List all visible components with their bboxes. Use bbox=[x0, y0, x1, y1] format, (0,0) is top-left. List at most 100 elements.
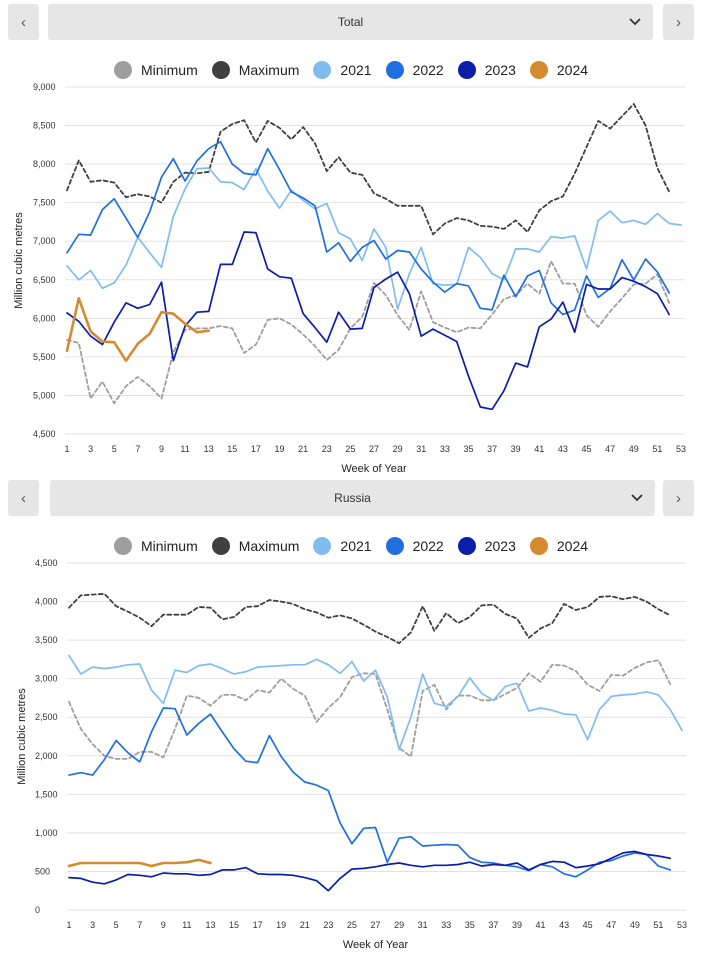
series-line-maximum[interactable] bbox=[68, 592, 672, 645]
dataset-select-top[interactable]: Total bbox=[48, 4, 653, 40]
x-tick-label: 51 bbox=[653, 920, 663, 930]
x-tick-label: 45 bbox=[583, 920, 593, 930]
legend-item-2021[interactable]: 2021 bbox=[313, 61, 372, 79]
dataset-select-bottom[interactable]: Russia bbox=[50, 480, 655, 516]
next-button-top[interactable]: › bbox=[663, 4, 694, 40]
y-tick-label: 3,500 bbox=[35, 635, 58, 645]
y-tick-label: 8,500 bbox=[33, 121, 56, 131]
legend-label: Minimum bbox=[140, 62, 198, 78]
x-tick-label: 29 bbox=[393, 444, 403, 454]
x-tick-label: 3 bbox=[90, 920, 95, 930]
x-tick-label: 21 bbox=[300, 920, 310, 930]
x-tick-label: 47 bbox=[606, 920, 616, 930]
series-line-2022[interactable] bbox=[66, 140, 671, 316]
legend-swatch bbox=[385, 61, 404, 79]
y-tick-label: 9,000 bbox=[33, 82, 56, 92]
x-tick-label: 7 bbox=[135, 444, 140, 454]
x-tick-label: 39 bbox=[511, 444, 521, 454]
legend-swatch bbox=[529, 61, 548, 79]
series-line-minimum[interactable] bbox=[66, 260, 671, 405]
y-tick-label: 0 bbox=[35, 905, 40, 915]
legend-item-2022[interactable]: 2022 bbox=[385, 61, 444, 79]
legend-swatch bbox=[529, 537, 548, 555]
series-line-2024[interactable] bbox=[67, 858, 212, 868]
legend-swatch bbox=[385, 537, 404, 555]
legend-swatch bbox=[211, 537, 230, 555]
x-tick-label: 27 bbox=[369, 444, 379, 454]
x-tick-label: 1 bbox=[66, 920, 71, 930]
x-tick-label: 13 bbox=[204, 444, 214, 454]
series-line-2021[interactable] bbox=[66, 167, 682, 310]
legend-label: 2022 bbox=[412, 538, 444, 554]
y-tick-label: 3,000 bbox=[35, 674, 58, 684]
legend-item-minimum[interactable]: Minimum bbox=[113, 537, 198, 555]
legend-item-2024[interactable]: 2024 bbox=[529, 61, 589, 79]
legend-item-maximum[interactable]: Maximum bbox=[211, 61, 300, 79]
x-tick-label: 9 bbox=[159, 444, 164, 454]
x-tick-label: 39 bbox=[512, 920, 522, 930]
prev-button-top[interactable]: ‹ bbox=[8, 4, 39, 40]
legend-item-2023[interactable]: 2023 bbox=[457, 61, 516, 79]
x-tick-label: 33 bbox=[440, 444, 450, 454]
legend-top: Minimum Maximum 2021 2022 2023 2024 bbox=[0, 57, 702, 83]
legend-label: 2024 bbox=[556, 62, 589, 78]
legend-label: 2022 bbox=[412, 62, 444, 78]
chevron-left-icon: ‹ bbox=[21, 489, 26, 507]
series-line-2024[interactable] bbox=[65, 296, 210, 363]
x-tick-label: 19 bbox=[276, 920, 286, 930]
legend-swatch bbox=[457, 61, 476, 79]
x-tick-label: 15 bbox=[227, 444, 237, 454]
legend-bottom: Minimum Maximum 2021 2022 2023 2024 bbox=[0, 533, 702, 559]
legend-label: Maximum bbox=[238, 62, 300, 78]
x-tick-label: 27 bbox=[370, 920, 380, 930]
x-tick-label: 41 bbox=[536, 920, 546, 930]
legend-item-minimum[interactable]: Minimum bbox=[113, 61, 198, 79]
x-tick-label: 31 bbox=[416, 444, 426, 454]
x-tick-label: 45 bbox=[582, 444, 592, 454]
x-tick-label: 49 bbox=[629, 444, 639, 454]
chevron-left-icon: ‹ bbox=[21, 13, 26, 31]
x-tick-label: 53 bbox=[677, 920, 687, 930]
chevron-right-icon: › bbox=[676, 13, 681, 31]
legend-label: 2023 bbox=[484, 62, 516, 78]
x-tick-label: 23 bbox=[322, 444, 332, 454]
x-tick-label: 35 bbox=[463, 444, 473, 454]
legend-item-maximum[interactable]: Maximum bbox=[211, 537, 299, 555]
x-tick-label: 47 bbox=[605, 444, 615, 454]
x-tick-label: 15 bbox=[229, 920, 239, 930]
x-tick-label: 29 bbox=[394, 920, 404, 930]
y-tick-label: 2,000 bbox=[35, 751, 58, 761]
legend-item-2022[interactable]: 2022 bbox=[385, 537, 444, 555]
x-tick-label: 7 bbox=[137, 920, 142, 930]
y-tick-label: 8,000 bbox=[33, 159, 56, 169]
series-line-2023[interactable] bbox=[66, 231, 671, 411]
next-button-bottom[interactable]: › bbox=[663, 480, 694, 516]
chevron-right-icon: › bbox=[676, 489, 681, 507]
y-tick-label: 5,000 bbox=[33, 390, 56, 400]
legend-item-2023[interactable]: 2023 bbox=[457, 537, 516, 555]
x-tick-label: 25 bbox=[345, 444, 355, 454]
legend-label: 2023 bbox=[484, 538, 516, 554]
series-line-2022[interactable] bbox=[68, 707, 672, 878]
legend-item-2024[interactable]: 2024 bbox=[529, 537, 589, 555]
x-tick-label: 21 bbox=[298, 444, 308, 454]
y-tick-label: 5,500 bbox=[33, 352, 56, 362]
series-line-2023[interactable] bbox=[68, 850, 672, 892]
legend-swatch bbox=[457, 537, 476, 555]
series-line-maximum[interactable] bbox=[66, 103, 671, 236]
x-tick-label: 11 bbox=[180, 444, 189, 454]
country-selector-top: ‹ Total › bbox=[8, 4, 694, 40]
y-tick-label: 500 bbox=[35, 866, 50, 876]
x-tick-label: 51 bbox=[652, 444, 662, 454]
chart-total: 4,500 5,000 5,500 6,000 6,500 7,000 7,500 8,000… bbox=[13, 82, 686, 475]
x-tick-label: 43 bbox=[558, 444, 568, 454]
series-line-2021[interactable] bbox=[68, 654, 683, 751]
legend-swatch bbox=[313, 537, 332, 555]
legend-label: 2024 bbox=[556, 538, 589, 554]
prev-button-bottom[interactable]: ‹ bbox=[8, 480, 39, 516]
x-tick-label: 17 bbox=[253, 920, 263, 930]
legend-item-2021[interactable]: 2021 bbox=[313, 537, 372, 555]
x-tick-label: 53 bbox=[676, 444, 686, 454]
series-line-minimum[interactable] bbox=[68, 659, 672, 760]
